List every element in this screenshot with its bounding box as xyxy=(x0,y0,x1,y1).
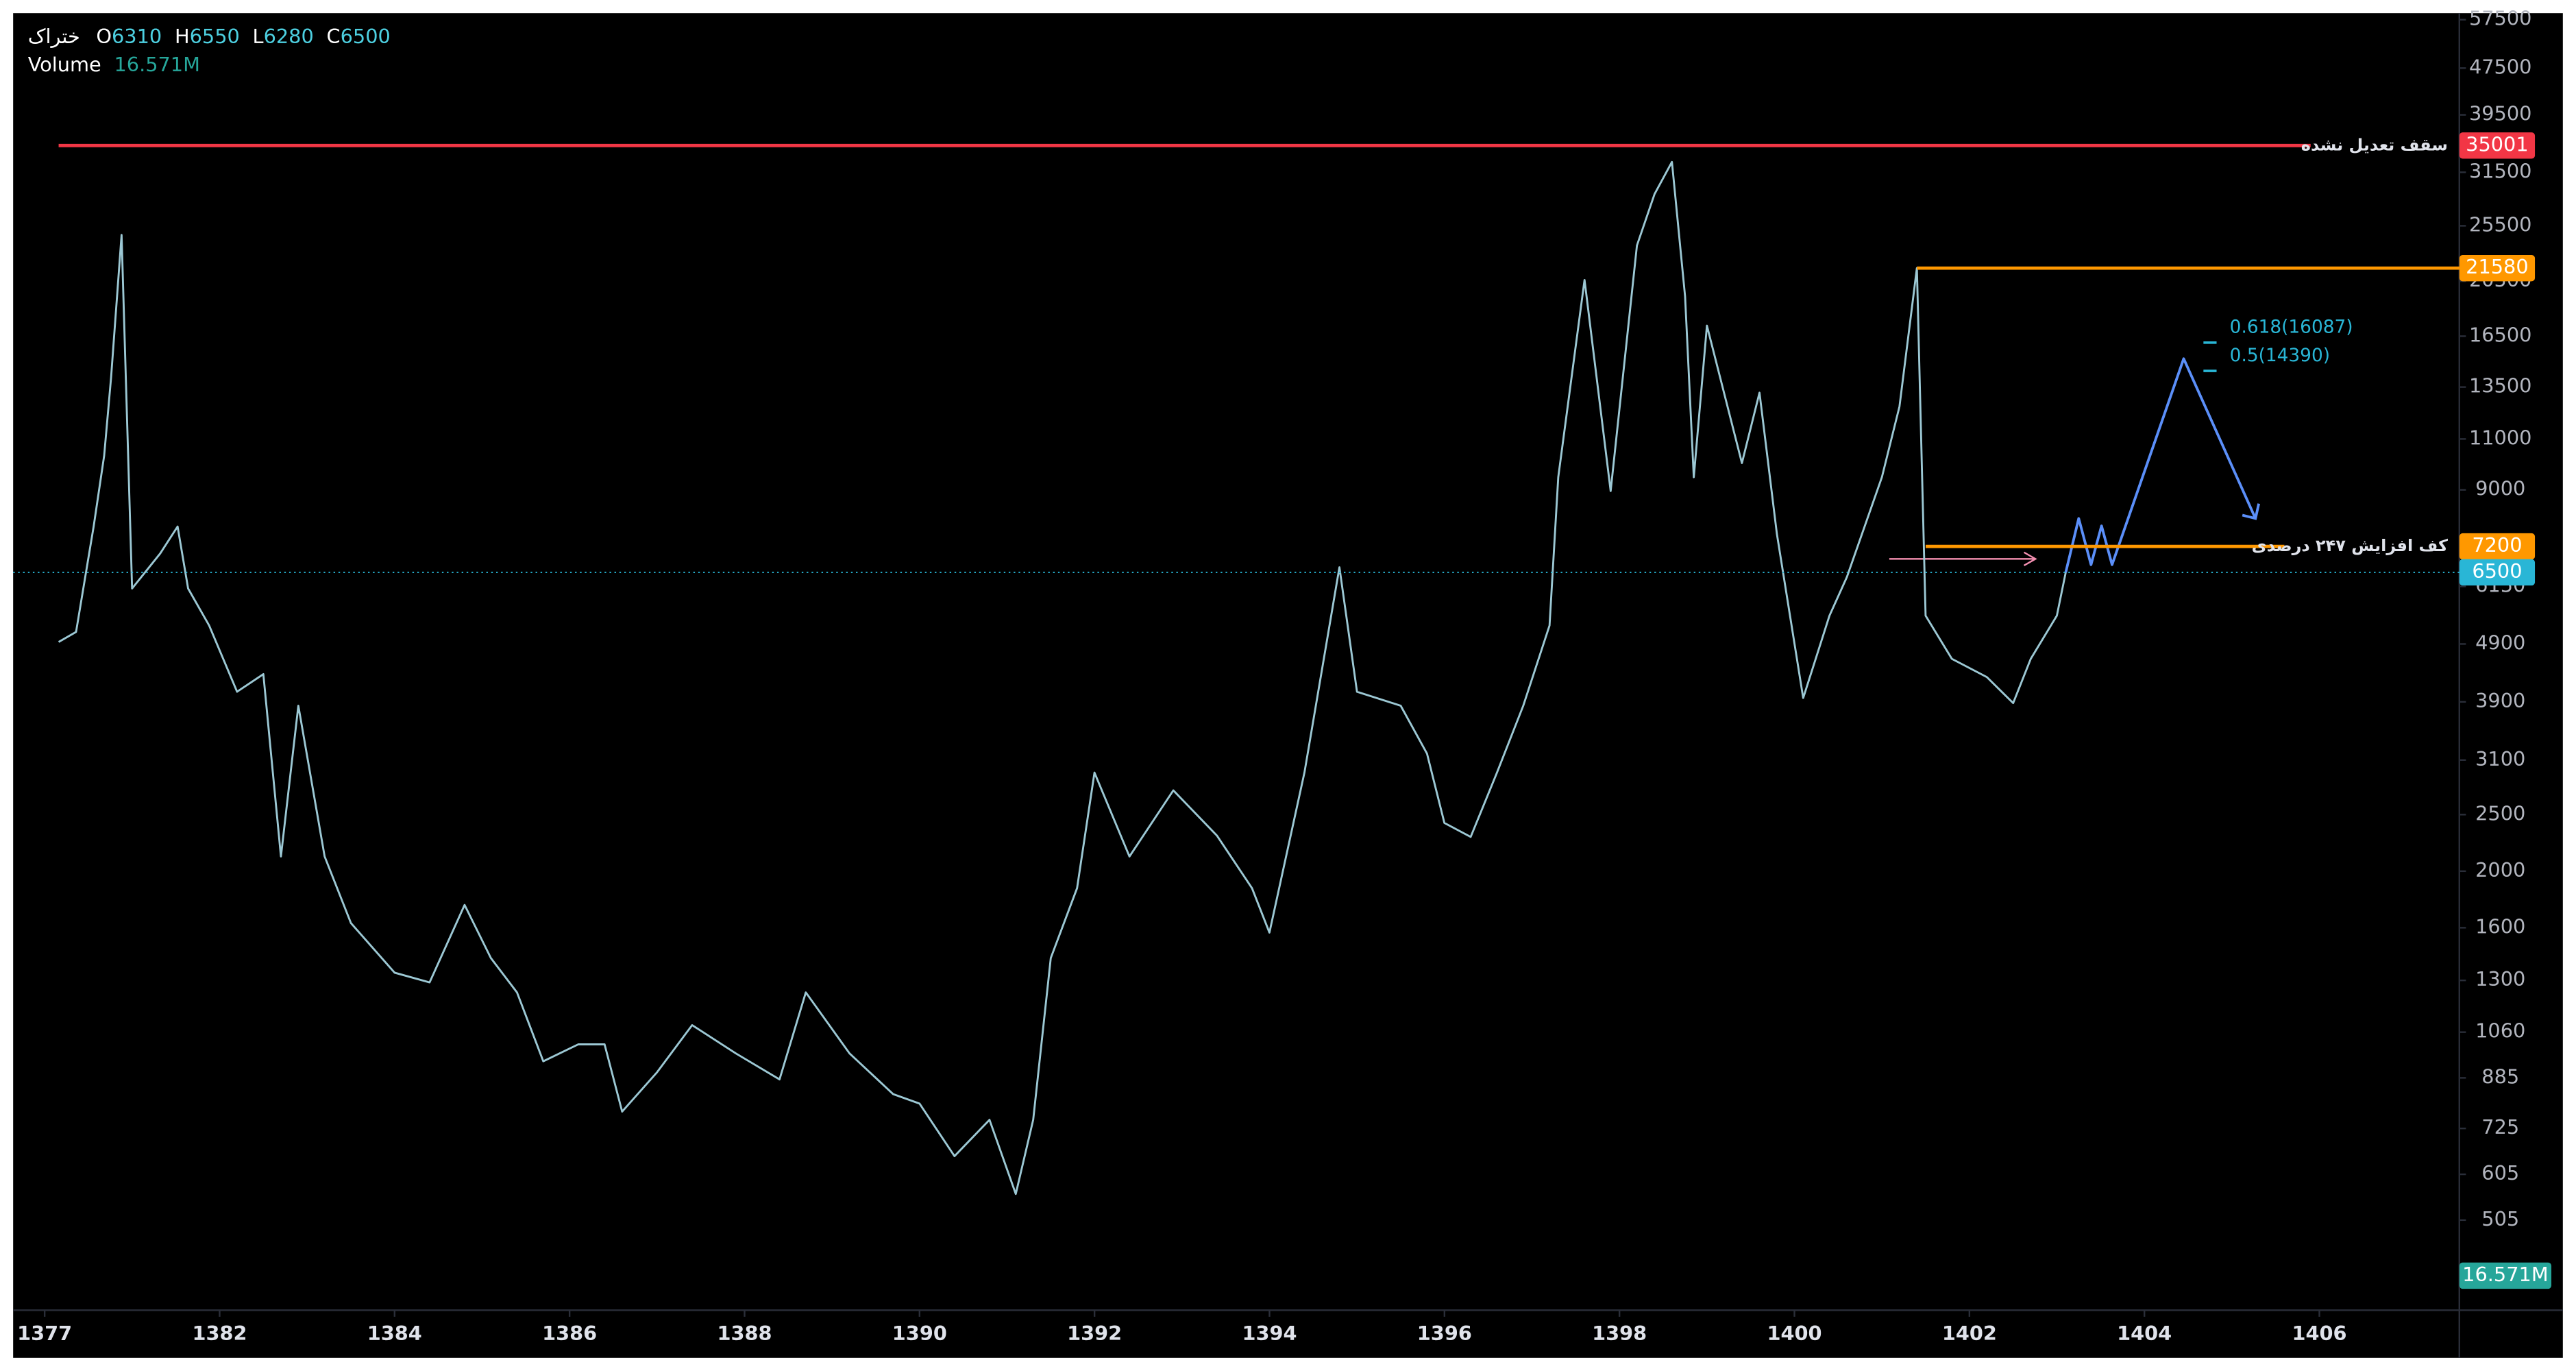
y-tick-label: 39500 xyxy=(2469,102,2532,125)
ohlc-key: H xyxy=(175,25,190,48)
x-tick-label: 1384 xyxy=(367,1322,422,1345)
ohlc-value: 6550 xyxy=(190,25,240,48)
volume-badge-label: 16.571M xyxy=(2462,1263,2548,1286)
x-tick-label: 1406 xyxy=(2292,1322,2346,1345)
projection-arrowhead xyxy=(2242,503,2260,520)
y-tick-label: 1300 xyxy=(2475,967,2525,991)
x-tick-label: 1394 xyxy=(1242,1322,1297,1345)
arrow-marker-head xyxy=(2023,551,2037,566)
x-tick-label: 1398 xyxy=(1592,1322,1647,1345)
y-tick-label: 57500 xyxy=(2469,7,2532,30)
y-tick-label: 1060 xyxy=(2475,1019,2525,1043)
y-tick-label: 605 xyxy=(2481,1161,2519,1185)
level-badge xyxy=(2459,132,2536,159)
price-line xyxy=(58,160,2067,1196)
y-tick-label: 31500 xyxy=(2469,159,2532,182)
fib-label: 0.618(16087) xyxy=(2230,317,2353,338)
y-tick-label: 2500 xyxy=(2475,801,2525,825)
y-tick-label: 885 xyxy=(2481,1065,2519,1088)
ohlc-key: C xyxy=(327,25,341,48)
level-badge-label: 7200 xyxy=(2472,533,2522,557)
ohlc-key: O xyxy=(96,25,112,48)
y-tick-label: 9000 xyxy=(2475,477,2525,500)
y-tick-label: 25500 xyxy=(2469,213,2532,236)
y-tick-label: 16500 xyxy=(2469,323,2532,346)
volume-value: 16.571M xyxy=(114,53,199,76)
x-tick-label: 1392 xyxy=(1067,1322,1122,1345)
y-tick-label: 3900 xyxy=(2475,689,2525,712)
y-tick-label: 725 xyxy=(2481,1115,2519,1139)
x-tick-label: 1388 xyxy=(717,1322,772,1345)
background xyxy=(13,13,2563,1358)
ohlc-value: 6280 xyxy=(264,25,314,48)
y-tick-label: 2000 xyxy=(2475,858,2525,882)
y-tick-label: 13500 xyxy=(2469,374,2532,398)
x-tick-label: 1402 xyxy=(1942,1322,1997,1345)
ohlc-header: ختراک O6310 H6550 L6280 C6500 xyxy=(28,25,391,48)
level-badge xyxy=(2459,254,2536,282)
volume-header: Volume 16.571M xyxy=(28,53,200,76)
x-tick-label: 1377 xyxy=(17,1322,72,1345)
projection-line xyxy=(2064,357,2257,573)
x-tick-label: 1382 xyxy=(192,1322,247,1345)
last-price-badge xyxy=(2459,559,2536,586)
x-tick-label: 1404 xyxy=(2117,1322,2172,1345)
ohlc-value: 6500 xyxy=(341,25,391,48)
level-text: سقف تعدیل نشده xyxy=(2301,135,2448,154)
level-badge-label: 35001 xyxy=(2466,132,2529,156)
symbol: ختراک xyxy=(28,25,80,48)
level-text: کف افزایش ۲۴۷ درصدی xyxy=(2252,536,2448,555)
volume-label: Volume xyxy=(28,53,101,76)
y-tick-label: 11000 xyxy=(2469,426,2532,449)
level-badge xyxy=(2459,533,2536,560)
y-tick-label: 4900 xyxy=(2475,631,2525,654)
y-tick-label: 505 xyxy=(2481,1207,2519,1230)
x-tick-label: 1386 xyxy=(542,1322,597,1345)
y-tick-label: 1600 xyxy=(2475,914,2525,938)
y-tick-label: 3100 xyxy=(2475,747,2525,771)
volume-badge xyxy=(2459,1262,2552,1289)
last-price-label: 6500 xyxy=(2472,559,2522,583)
x-tick-label: 1390 xyxy=(892,1322,947,1345)
y-tick-label: 47500 xyxy=(2469,55,2532,78)
x-tick-label: 1396 xyxy=(1417,1322,1472,1345)
ohlc-key: L xyxy=(253,25,264,48)
x-tick-label: 1400 xyxy=(1767,1322,1821,1345)
level-badge-label: 21580 xyxy=(2466,255,2529,278)
ohlc-value: 6310 xyxy=(112,25,162,48)
fib-label: 0.5(14390) xyxy=(2230,345,2330,366)
